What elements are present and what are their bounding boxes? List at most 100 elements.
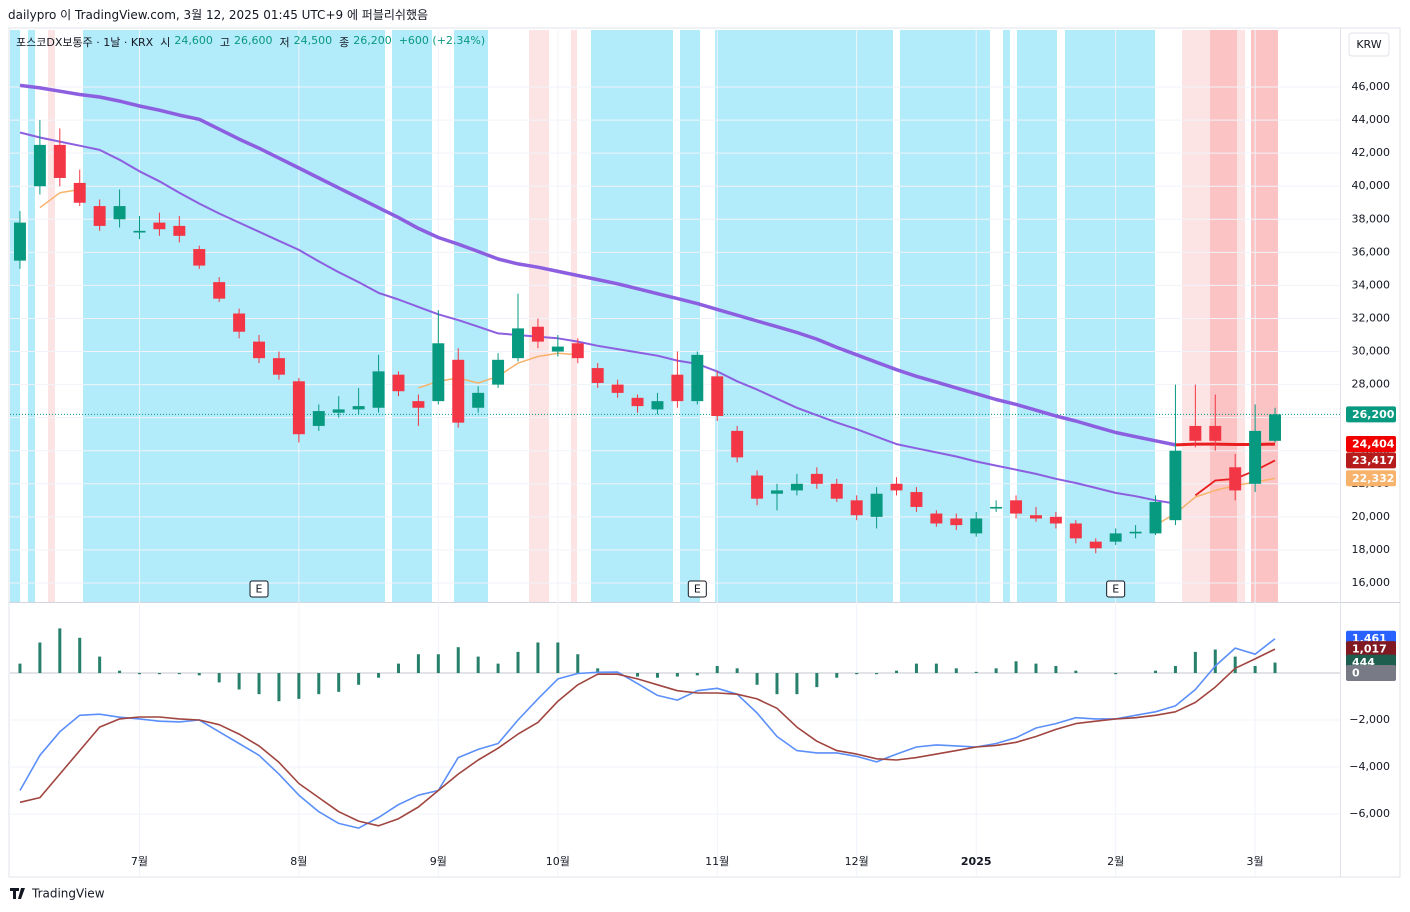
histogram-bar (357, 673, 361, 685)
histogram-bar (456, 647, 460, 674)
histogram-bar (914, 663, 918, 674)
band (1182, 30, 1210, 602)
price-tag-label: 0 (1352, 667, 1360, 680)
candle-body (751, 475, 764, 499)
currency-button[interactable] (1348, 32, 1390, 57)
band (10, 30, 20, 602)
candle-body (213, 282, 226, 299)
legend: 포스코DX보통주 · 1날 · KRX 시 24,600 고 26,600 저 24,50… (16, 34, 485, 50)
candle-body (253, 341, 265, 359)
histogram-bar (775, 673, 779, 695)
candle-body (312, 411, 325, 426)
histogram-bar (994, 668, 998, 674)
histogram-bar (396, 663, 400, 674)
symbol: 포스코DX보통주 · 1날 · KRX (16, 36, 154, 49)
price-tag (1346, 641, 1396, 658)
histogram-bar (974, 671, 978, 674)
candle-body (73, 182, 86, 203)
y-tick-label: −6,000 (1349, 807, 1390, 820)
candle-body (392, 374, 405, 392)
y-tick-label: 40,000 (1352, 179, 1391, 192)
candle-body (492, 359, 505, 385)
histogram-bar (177, 673, 181, 675)
histogram-bar (596, 668, 600, 674)
candle-body (691, 354, 704, 402)
indicator-line (19, 648, 1276, 827)
histogram-bar (1034, 663, 1038, 674)
candle-body (1149, 501, 1162, 534)
histogram-bar (1273, 662, 1277, 674)
histogram-bar (636, 673, 640, 677)
band (392, 30, 432, 602)
legend-value: 26,600 (233, 34, 273, 47)
price-tag-label: 24,404 (1352, 438, 1395, 451)
candle-body (1189, 425, 1202, 441)
event-label: E (1112, 583, 1119, 596)
candle-body (771, 490, 783, 494)
histogram-bar (655, 673, 659, 678)
candle-body (452, 359, 465, 423)
band (529, 30, 549, 602)
y-tick-label: 34,000 (1352, 278, 1391, 291)
y-tick-label: 38,000 (1352, 212, 1391, 225)
legend-key: 고 (219, 36, 230, 49)
histogram-bar (675, 673, 679, 677)
histogram-bar (815, 673, 819, 688)
histogram-bar (1193, 651, 1197, 674)
legend-key: 시 (160, 36, 171, 49)
y-tick-label: 18,000 (1352, 543, 1391, 556)
histogram-bar (58, 628, 62, 674)
regime-bands (10, 30, 1278, 602)
histogram-bar (237, 673, 241, 690)
price-tag (1346, 436, 1396, 453)
candle-body (651, 401, 664, 410)
histogram-bar (476, 656, 480, 674)
y-tick-label: 30,000 (1352, 345, 1391, 358)
candle-body (1269, 414, 1282, 441)
band (1003, 30, 1010, 602)
candle-body (133, 230, 146, 233)
legend-key: 저 (279, 36, 290, 49)
band (1017, 30, 1057, 602)
candle-body (850, 500, 863, 516)
histogram-bar (835, 673, 839, 678)
legend-value: 26,200 (353, 34, 392, 47)
band (454, 30, 488, 602)
candle-body (531, 326, 544, 342)
histogram-bar (137, 673, 141, 675)
candle-body (551, 346, 564, 352)
legend-key: 종 (339, 36, 350, 49)
x-tick-label: 10월 (546, 855, 570, 868)
band (571, 30, 577, 602)
histogram-bar (416, 654, 420, 674)
currency-label[interactable]: KRW (1356, 38, 1381, 51)
histogram-bar (197, 673, 201, 676)
y-tick-label: −2,000 (1349, 713, 1390, 726)
histogram-bar (217, 673, 221, 683)
candle-body (93, 206, 106, 226)
histogram-bar (954, 668, 958, 674)
x-tick-label: 7월 (131, 855, 148, 868)
candle-body (711, 376, 724, 417)
legend-change: +600 (+2.34%) (398, 34, 486, 47)
candle-body (810, 473, 823, 484)
histogram-bar (556, 642, 560, 674)
event-label: E (256, 583, 263, 596)
y-tick-label: 46,000 (1352, 80, 1391, 93)
histogram-bar (516, 651, 520, 674)
price-tag (1346, 665, 1396, 682)
candle-body (33, 144, 46, 187)
candle-body (571, 343, 584, 359)
x-tick-label: 11월 (705, 855, 729, 868)
candle-body (731, 430, 744, 458)
plot: 7월 8월 9월 10월 11월 12월 2025 2월 3월 16,000 18,000 20,00… (10, 30, 1396, 877)
candle-body (970, 518, 983, 534)
candle-body (830, 483, 843, 499)
band (48, 30, 55, 602)
band (1210, 30, 1237, 602)
histogram-bar (755, 673, 759, 685)
x-tick-label: 12월 (845, 855, 869, 868)
candle-body (173, 225, 186, 236)
candle-body (1049, 516, 1062, 524)
